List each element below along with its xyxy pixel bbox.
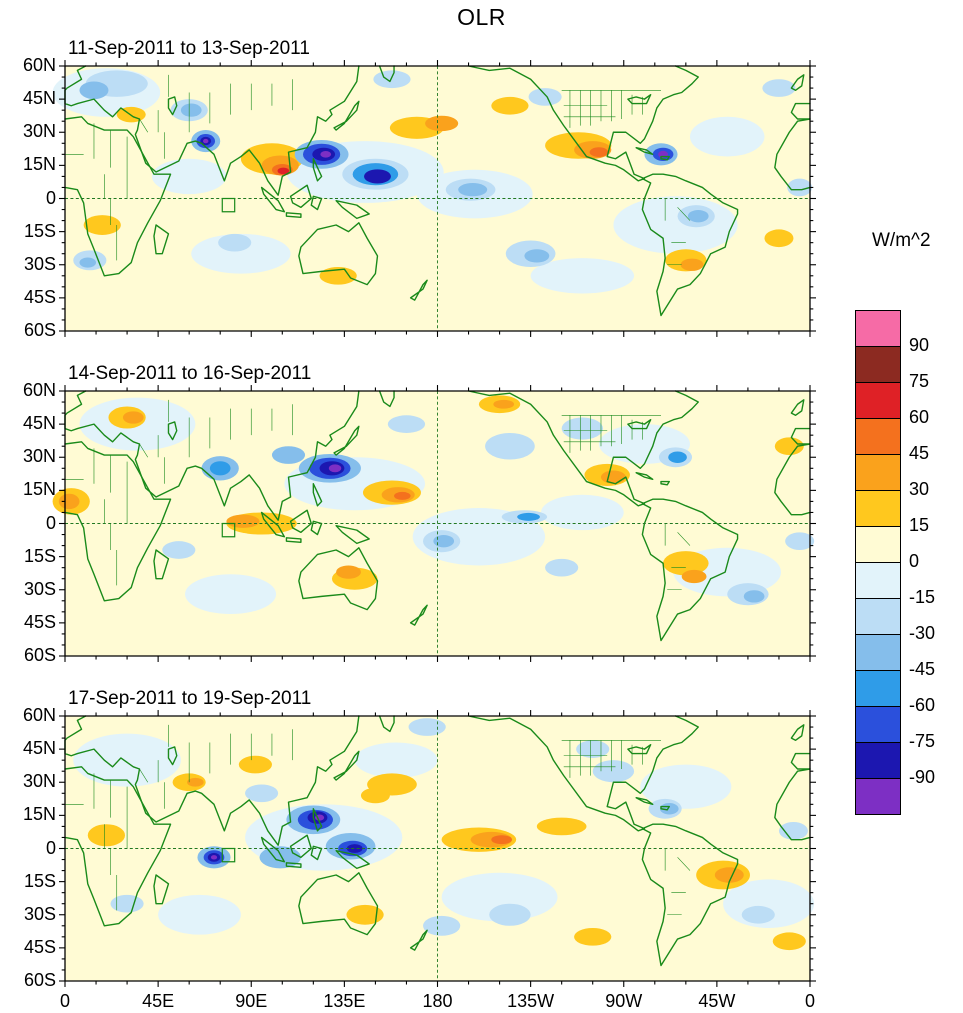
colorbar-cell (855, 526, 901, 563)
colorbar-label: 30 (909, 479, 930, 499)
lat-label: 45S (23, 286, 56, 307)
colorbar-cell (855, 310, 901, 347)
lat-label: 30S (23, 903, 56, 924)
map-canvas (52, 66, 810, 331)
lon-label: 90E (235, 991, 268, 1011)
lon-label: 45E (142, 991, 175, 1011)
lat-label: 45S (23, 936, 56, 957)
lat-label: 0 (45, 837, 56, 858)
lat-label: 15N (22, 479, 56, 500)
colorbar-label: -75 (909, 731, 936, 751)
lat-label: 30N (22, 446, 56, 467)
panel-2-map (52, 391, 810, 656)
lat-label: 60N (22, 380, 56, 400)
lat-label: 15N (22, 154, 56, 175)
lat-label: 0 (45, 187, 56, 208)
colorbar-cell (855, 670, 901, 707)
colorbar-units-label: W/m^2 (872, 230, 931, 251)
lon-label: 135E (323, 991, 366, 1011)
lat-label: 45S (23, 611, 56, 632)
map-frame (65, 391, 810, 656)
lat-label: 45N (22, 88, 56, 109)
colorbar-cell (855, 418, 901, 455)
lat-label: 60S (23, 970, 56, 990)
panel-3-title: 17-Sep-2011 to 19-Sep-2011 (68, 688, 312, 709)
colorbar-label: -15 (909, 587, 936, 607)
colorbar-label: -60 (909, 695, 936, 715)
lon-label: 135W (507, 991, 555, 1011)
figure-title: OLR (457, 4, 506, 30)
panel-2-title: 14-Sep-2011 to 16-Sep-2011 (68, 363, 312, 384)
colorbar-cell (855, 454, 901, 491)
colorbar-label: 15 (909, 515, 930, 535)
lat-label: 60N (22, 55, 56, 75)
lat-label: 30N (22, 121, 56, 142)
region-marker-box (222, 199, 234, 212)
colorbar-cell (855, 634, 901, 671)
colorbar (855, 310, 901, 815)
colorbar-label: 45 (909, 443, 930, 463)
lat-label: 15S (23, 220, 56, 241)
map-canvas (52, 391, 810, 656)
colorbar-label: 0 (909, 551, 920, 571)
lat-label: 60N (22, 705, 56, 725)
colorbar-cell (855, 778, 901, 815)
colorbar-label: -90 (909, 767, 936, 787)
lat-label: 15S (23, 870, 56, 891)
colorbar-label: -30 (909, 623, 936, 643)
panel-1-title: 11-Sep-2011 to 13-Sep-2011 (68, 38, 310, 59)
colorbar-cell (855, 562, 901, 599)
lat-label: 0 (45, 512, 56, 533)
lat-label: 30N (22, 771, 56, 792)
map-frame (65, 716, 810, 981)
colorbar-cell (855, 742, 901, 779)
colorbar-cell (855, 490, 901, 527)
region-marker-box (222, 849, 234, 862)
colorbar-label: 90 (909, 335, 930, 355)
map-frame (65, 66, 810, 331)
colorbar-cell (855, 382, 901, 419)
axis-ticks (59, 385, 816, 662)
colorbar-label: 60 (909, 407, 930, 427)
lat-label: 30S (23, 253, 56, 274)
panel-3-map (65, 716, 810, 981)
lon-label: 45W (698, 991, 736, 1011)
lon-label: 90W (605, 991, 643, 1011)
lat-label: 60S (23, 645, 56, 665)
colorbar-cell (855, 706, 901, 743)
map-canvas (65, 716, 810, 981)
colorbar-cell (855, 598, 901, 635)
colorbar-cell (855, 346, 901, 383)
colorbar-label: -45 (909, 659, 936, 679)
anomaly-field (73, 718, 815, 951)
lon-label: 180 (422, 991, 453, 1011)
colorbar-label: 75 (909, 371, 930, 391)
lon-label: 0 (804, 991, 816, 1011)
lat-label: 15S (23, 545, 56, 566)
anomaly-field (52, 68, 813, 294)
lon-label: 0 (59, 991, 71, 1011)
lat-label: 30S (23, 578, 56, 599)
region-marker-box (222, 524, 234, 537)
lat-label: 15N (22, 804, 56, 825)
panel-1-map (52, 66, 810, 331)
lat-label: 45N (22, 413, 56, 434)
lat-label: 60S (23, 320, 56, 340)
lat-label: 45N (22, 738, 56, 759)
